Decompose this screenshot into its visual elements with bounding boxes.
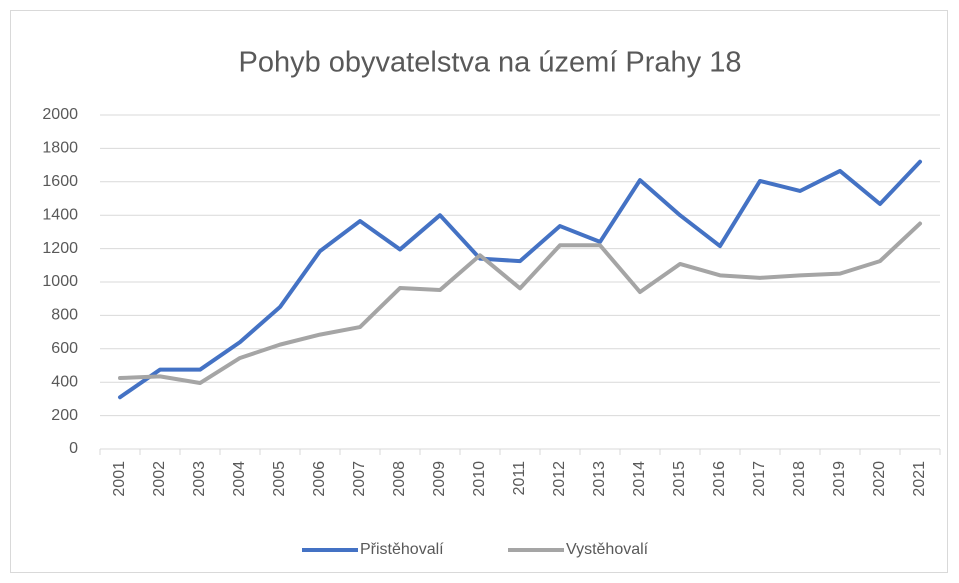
- x-tick-label: 2013: [591, 461, 608, 497]
- x-tick-label: 2019: [831, 461, 848, 497]
- y-tick-label: 800: [51, 307, 78, 324]
- x-tick-label: 2011: [511, 461, 528, 496]
- legend-label: Přistěhovalí: [360, 541, 444, 558]
- y-tick-label: 1400: [42, 206, 78, 223]
- y-tick-label: 200: [51, 407, 78, 424]
- y-tick-label: 1600: [42, 173, 78, 190]
- x-tick-label: 2017: [751, 461, 768, 497]
- chart-frame: [10, 10, 948, 573]
- y-tick-label: 600: [51, 340, 78, 357]
- x-tick-label: 2020: [871, 461, 888, 497]
- chart-title: Pohyb obyvatelstva na území Prahy 18: [239, 47, 742, 79]
- x-tick-label: 2018: [791, 461, 808, 497]
- y-tick-label: 2000: [42, 106, 78, 123]
- x-tick-label: 2010: [471, 461, 488, 497]
- legend-label: Vystěhovalí: [566, 541, 649, 558]
- x-tick-label: 2003: [191, 461, 208, 497]
- x-tick-label: 2005: [271, 461, 288, 497]
- x-tick-label: 2016: [711, 461, 728, 497]
- y-tick-label: 1000: [42, 273, 78, 290]
- y-tick-label: 1800: [42, 140, 78, 157]
- x-tick-label: 2014: [631, 461, 648, 497]
- x-tick-label: 2008: [391, 461, 408, 497]
- x-tick-label: 2012: [551, 461, 568, 497]
- y-tick-label: 400: [51, 373, 78, 390]
- x-tick-label: 2021: [911, 461, 928, 497]
- y-tick-label: 1200: [42, 240, 78, 257]
- y-tick-label: 0: [69, 440, 78, 457]
- x-tick-label: 2007: [351, 461, 368, 497]
- x-tick-label: 2004: [231, 461, 248, 497]
- x-tick-label: 2002: [151, 461, 168, 497]
- x-tick-label: 2009: [431, 461, 448, 497]
- x-tick-label: 2015: [671, 461, 688, 497]
- x-tick-label: 2006: [311, 461, 328, 497]
- x-tick-label: 2001: [111, 461, 128, 497]
- series-line: [118, 221, 922, 386]
- series-line: [118, 159, 922, 400]
